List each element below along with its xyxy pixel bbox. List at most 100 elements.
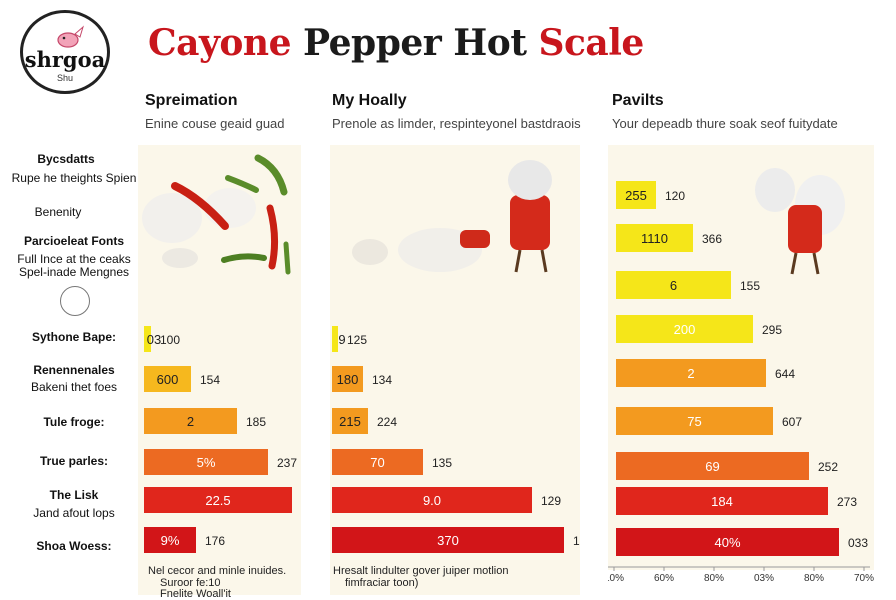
side-value-label: 237 <box>277 456 297 470</box>
panel-1-note: Fnelite Woall'it <box>160 588 231 600</box>
bar <box>616 452 809 480</box>
bar <box>144 449 268 475</box>
row-label: Shoa Woess: <box>36 539 112 553</box>
bar-value-label: 69 <box>705 459 719 474</box>
bar <box>616 528 839 556</box>
row-label: Parcioeleat Fonts <box>23 234 125 248</box>
bar-value-label: 215 <box>339 414 361 429</box>
side-value-label: 252 <box>818 460 838 474</box>
row-label-sub: Rupe he theights Spien <box>11 171 137 185</box>
bar-value-label: 200 <box>674 322 696 337</box>
bar-value-label: 22.5 <box>205 493 230 508</box>
x-tick-label: 10% <box>608 573 624 584</box>
title-word-3: Hot <box>453 22 539 64</box>
bar <box>332 408 368 434</box>
magnifier-icon <box>60 286 90 316</box>
bar-value-label: 9% <box>161 533 180 548</box>
panel-3-bars: 255 120 1110 366 6 155 200 295 2 644 75 607 69 252 184… <box>608 181 874 584</box>
side-value-label: 607 <box>782 415 802 429</box>
side-value-label: 224 <box>377 415 397 429</box>
bar-value-label: 184 <box>711 494 733 509</box>
bar <box>144 527 196 553</box>
side-value-label: 273 <box>837 495 857 509</box>
x-tick-label: 80% <box>704 573 724 584</box>
panel-2-title: My Hoally <box>332 92 407 109</box>
side-value-label: 120 <box>665 189 685 203</box>
x-tick-label: 03% <box>754 573 774 584</box>
bar-value-label: 03 <box>147 332 161 347</box>
page-title: Cayone Pepper Hot Scale <box>148 22 644 64</box>
panel-1-note: Nel cecor and minle inuides. <box>148 565 287 577</box>
row-label: Renennenales <box>33 363 115 377</box>
row-label: True parles: <box>39 454 109 468</box>
row-label: Bycsdatts <box>37 152 95 166</box>
bar <box>332 527 564 553</box>
side-value-label: 644 <box>775 367 795 381</box>
bar-value-label: 75 <box>687 414 701 429</box>
logo: shrgoa Shu <box>20 10 110 94</box>
bar-value-label: 9.0 <box>423 493 441 508</box>
bar-value-label: 6 <box>670 278 677 293</box>
x-tick-label: 80% <box>804 573 824 584</box>
bar-value-label: 40% <box>714 535 740 550</box>
side-value-label: 100 <box>160 333 180 347</box>
side-value-label: 135 <box>432 456 452 470</box>
logo-wordmark: shrgoa <box>24 47 106 72</box>
bar <box>616 271 731 299</box>
side-value-label: 129 <box>541 494 561 508</box>
bar-value-label: 70 <box>370 455 384 470</box>
bar <box>144 326 151 352</box>
panel-1-title: Spreimation <box>145 92 238 109</box>
bar-value-label: 2 <box>187 414 194 429</box>
bar <box>616 224 693 252</box>
bar-value-label: 5% <box>197 455 216 470</box>
bar <box>332 449 423 475</box>
mascot-2-illustration <box>755 168 845 275</box>
title-word-4: Scale <box>538 22 644 64</box>
mascot-illustration <box>352 160 552 273</box>
bar <box>616 181 656 209</box>
row-label-sub: Bakeni thet foes <box>30 380 118 394</box>
pig-mascot-icon <box>57 25 84 48</box>
title-word-2: Pepper <box>303 22 454 64</box>
panel-2-note: Hresalt lindulter gover juiper motlion <box>333 565 509 577</box>
row-label: Sythone Bape: <box>31 330 116 344</box>
peppers-illustration <box>142 154 291 275</box>
panel-3-title: Pavilts <box>612 92 664 109</box>
side-value-label: 295 <box>762 323 782 337</box>
logo-subtext: Shu <box>56 73 73 83</box>
side-value-label: 15 <box>573 534 580 548</box>
bar <box>144 366 191 392</box>
panel-1-note: Suroor fe:10 <box>160 577 221 589</box>
side-value-label: 155 <box>740 279 760 293</box>
x-tick-label: 70% <box>854 573 874 584</box>
panel-2-note: fimfraciar toon) <box>345 577 419 589</box>
bar <box>144 408 237 434</box>
side-value-label: 176 <box>205 534 225 548</box>
bar-value-label: 180 <box>337 372 359 387</box>
side-value-label: 125 <box>347 333 367 347</box>
bar <box>616 315 753 343</box>
side-value-label: 185 <box>246 415 266 429</box>
row-label-sub: Jand afout lops <box>33 506 115 520</box>
bar <box>332 366 363 392</box>
row-label-sub: Spel-inade Mengnes <box>18 265 130 279</box>
panel-3-subtitle: Your depeadb thure soak seof fuitydate <box>612 116 838 131</box>
panel-1-subtitle: Enine couse geaid guad <box>145 116 285 131</box>
bar-value-label: 1110 <box>641 231 668 246</box>
bar <box>144 487 292 513</box>
bar-value-label: 370 <box>437 533 459 548</box>
title-word-1: Cayone <box>148 22 304 64</box>
panel-2-subtitle: Prenole as limder, respinteyonel bastdra… <box>332 116 581 131</box>
bar <box>616 359 766 387</box>
side-value-label: 366 <box>702 232 722 246</box>
bar <box>332 487 532 513</box>
bar <box>616 487 828 515</box>
row-label: The Lisk <box>49 488 99 502</box>
row-label: Benenity <box>34 205 82 219</box>
x-tick-label: 60% <box>654 573 674 584</box>
row-label: Tule froge: <box>43 415 105 429</box>
side-value-label: 033 <box>848 536 868 550</box>
